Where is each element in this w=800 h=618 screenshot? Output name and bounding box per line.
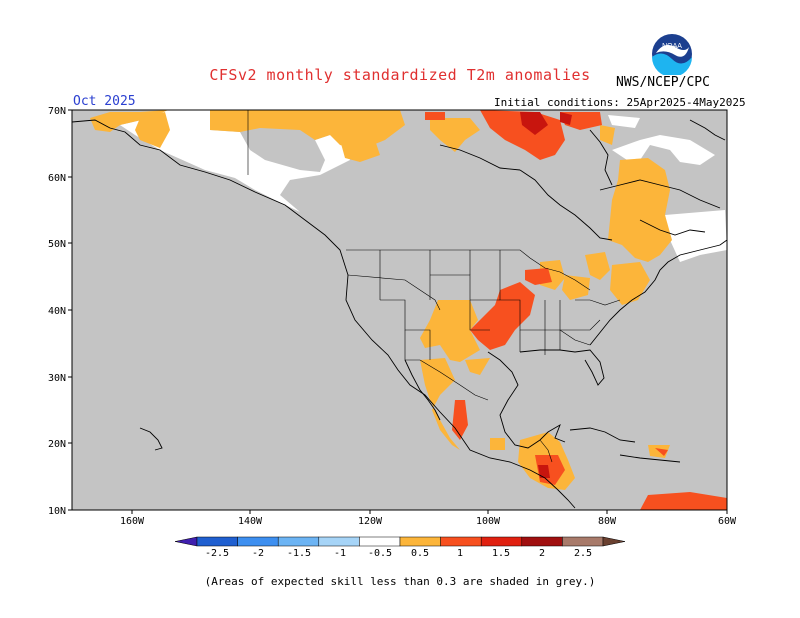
lon-label: 140W (238, 516, 263, 527)
legend-swatch (196, 536, 238, 547)
legend-swatch (399, 536, 441, 547)
legend-swatch (521, 536, 563, 547)
color-legend (174, 536, 626, 547)
lon-label: 80W (598, 516, 617, 527)
longitude-axis: 160W 140W 120W 100W 80W 60W (120, 510, 737, 527)
legend-label: 2.5 (574, 548, 592, 559)
legend-label: -2.5 (205, 548, 229, 559)
legend-label: 0.5 (411, 548, 429, 559)
lat-label: 40N (48, 306, 66, 317)
legend-label: -1.5 (287, 548, 311, 559)
noaa-logo-icon: NOAA (652, 34, 692, 75)
lon-label: 120W (358, 516, 383, 527)
legend-label: -2 (252, 548, 264, 559)
legend-swatch (602, 536, 626, 547)
legend-swatch (440, 536, 482, 547)
lon-label: 100W (476, 516, 501, 527)
latitude-axis: 70N 60N 50N 40N 30N 20N 10N (48, 106, 72, 517)
lon-label: 60W (718, 516, 737, 527)
lat-label: 70N (48, 106, 66, 117)
coastlines (71, 119, 728, 509)
forecast-month: Oct 2025 (73, 94, 136, 109)
legend-label: 1 (457, 548, 463, 559)
political-borders (247, 110, 621, 463)
warm-anomaly-15-2 (520, 112, 572, 478)
legend-label: 2 (539, 548, 545, 559)
lat-label: 10N (48, 506, 66, 517)
legend-label: -0.5 (368, 548, 392, 559)
legend-swatch (174, 536, 198, 547)
lat-label: 50N (48, 239, 66, 250)
legend-swatch (359, 536, 401, 547)
initial-conditions: Initial conditions: 25Apr2025-4May2025 (494, 96, 746, 109)
legend-labels: -2.5 -2 -1.5 -1 -0.5 0.5 1 1.5 2 2.5 (205, 548, 592, 559)
legend-swatch (318, 536, 360, 547)
legend-swatch (480, 536, 523, 547)
legend-swatch (562, 536, 604, 547)
svg-text:NOAA: NOAA (662, 43, 682, 50)
lat-label: 60N (48, 173, 66, 184)
map-background (72, 110, 727, 510)
lat-label: 20N (48, 439, 66, 450)
lon-label: 160W (120, 516, 145, 527)
legend-swatch (237, 536, 279, 547)
map-title: CFSv2 monthly standardized T2m anomalies (209, 66, 591, 84)
organization-label: NWS/NCEP/CPC (616, 75, 710, 90)
legend-swatch (277, 536, 320, 547)
legend-label: -1 (334, 548, 346, 559)
near-normal-areas (120, 110, 727, 262)
legend-label: 1.5 (492, 548, 510, 559)
skill-footnote: (Areas of expected skill less than 0.3 a… (204, 575, 596, 588)
lat-label: 30N (48, 373, 66, 384)
